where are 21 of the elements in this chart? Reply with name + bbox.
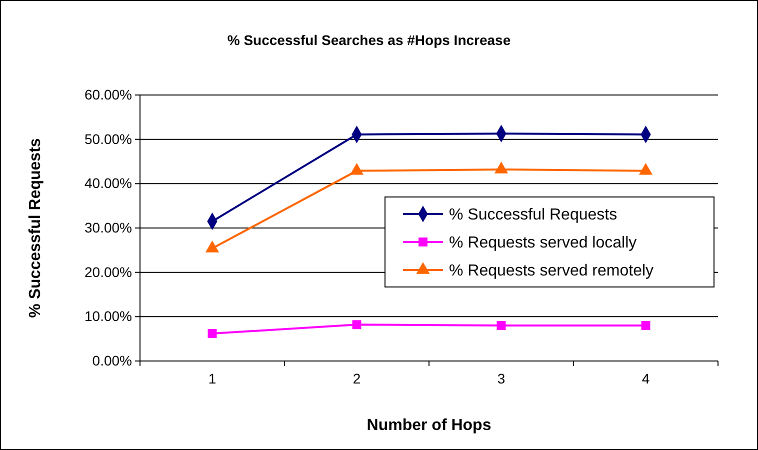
y-tick-label: 0.00%: [92, 352, 132, 368]
point: [496, 321, 506, 330]
x-tick-label: 3: [497, 370, 506, 387]
y-tick-label: 30.00%: [84, 219, 132, 236]
y-tick-label: 10.00%: [84, 308, 132, 324]
x-tick-label: 4: [642, 370, 650, 387]
legend-label: % Requests served locally: [449, 234, 637, 252]
y-tick-label: 40.00%: [84, 175, 132, 192]
point: [352, 320, 362, 330]
y-axis-title: % Successful Requests: [27, 138, 44, 318]
point: [641, 321, 650, 330]
x-tick-label: 1: [208, 370, 216, 387]
legend-label: % Successful Requests: [449, 206, 618, 224]
legend-label: % Requests served remotely: [449, 262, 654, 280]
y-tick-label: 20.00%: [84, 264, 132, 280]
chart-title: % Successful Searches as #Hops Increase: [227, 32, 511, 48]
x-tick-label: 2: [352, 370, 361, 387]
point: [208, 329, 217, 338]
y-tick-label: 60.00%: [84, 86, 132, 102]
x-axis-title: Number of Hops: [366, 417, 492, 434]
y-tick-label: 50.00%: [84, 130, 132, 147]
